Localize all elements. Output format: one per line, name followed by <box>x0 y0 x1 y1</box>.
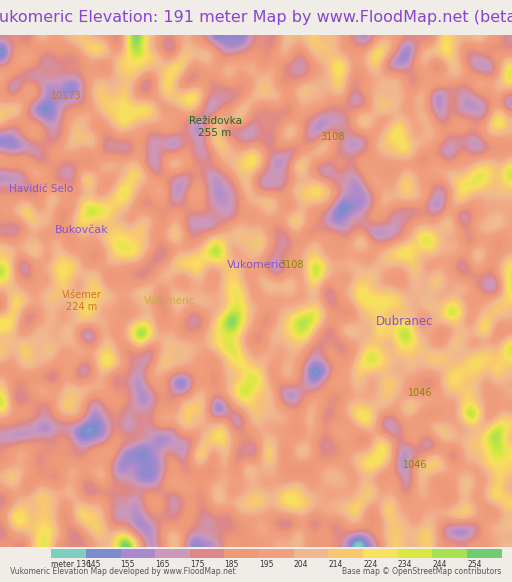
Text: Višemer
224 m: Višemer 224 m <box>62 290 102 312</box>
Text: meter 136: meter 136 <box>51 560 91 569</box>
Text: 234: 234 <box>398 560 412 569</box>
Text: 204: 204 <box>294 560 308 569</box>
FancyBboxPatch shape <box>86 549 120 559</box>
Text: Bukovčak: Bukovčak <box>55 225 109 235</box>
Text: 10173: 10173 <box>51 91 82 101</box>
FancyBboxPatch shape <box>467 549 502 559</box>
Text: Base map © OpenStreetMap contributors: Base map © OpenStreetMap contributors <box>343 567 502 576</box>
FancyBboxPatch shape <box>155 549 190 559</box>
Text: 254: 254 <box>467 560 482 569</box>
Text: 244: 244 <box>433 560 447 569</box>
Text: 1046: 1046 <box>408 388 432 399</box>
FancyBboxPatch shape <box>120 549 155 559</box>
Text: 165: 165 <box>155 560 169 569</box>
Text: 224: 224 <box>363 560 377 569</box>
FancyBboxPatch shape <box>398 549 433 559</box>
FancyBboxPatch shape <box>259 549 294 559</box>
Text: Vukomeric Elevation Map developed by www.FloodMap.net: Vukomeric Elevation Map developed by www… <box>10 567 236 576</box>
Text: Vukomeric: Vukomeric <box>143 296 195 306</box>
FancyBboxPatch shape <box>51 549 86 559</box>
Text: 185: 185 <box>224 560 239 569</box>
Text: Vukomeric: Vukomeric <box>227 260 285 271</box>
FancyBboxPatch shape <box>363 549 398 559</box>
Text: 155: 155 <box>120 560 135 569</box>
Text: 3108: 3108 <box>280 260 304 271</box>
FancyBboxPatch shape <box>329 549 363 559</box>
Text: 175: 175 <box>190 560 204 569</box>
Text: 3108: 3108 <box>321 132 345 143</box>
Text: Vukomeric Elevation: 191 meter Map by www.FloodMap.net (beta): Vukomeric Elevation: 191 meter Map by ww… <box>0 10 512 25</box>
Text: Režidovka
255 m: Režidovka 255 m <box>188 116 242 138</box>
Text: 145: 145 <box>86 560 100 569</box>
Text: Dubranec: Dubranec <box>376 315 433 328</box>
FancyBboxPatch shape <box>190 549 224 559</box>
Text: 1046: 1046 <box>402 460 427 470</box>
Text: 214: 214 <box>329 560 343 569</box>
FancyBboxPatch shape <box>224 549 259 559</box>
Text: Havidić Selo: Havidić Selo <box>9 183 73 194</box>
FancyBboxPatch shape <box>294 549 329 559</box>
Text: 195: 195 <box>259 560 273 569</box>
FancyBboxPatch shape <box>433 549 467 559</box>
